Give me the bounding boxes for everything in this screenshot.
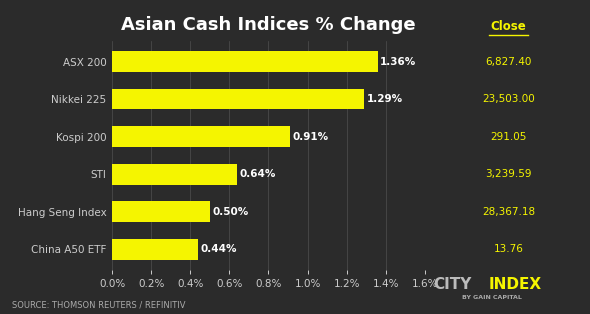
Text: 13.76: 13.76 xyxy=(494,244,523,254)
Text: 0.91%: 0.91% xyxy=(292,132,329,142)
Text: 1.29%: 1.29% xyxy=(366,94,403,104)
Text: 1.36%: 1.36% xyxy=(380,57,417,67)
Text: 291.05: 291.05 xyxy=(490,132,527,142)
Text: BY GAIN CAPITAL: BY GAIN CAPITAL xyxy=(462,295,522,300)
Text: 0.50%: 0.50% xyxy=(212,207,248,217)
Text: 28,367.18: 28,367.18 xyxy=(482,207,535,217)
Bar xyxy=(112,164,237,185)
Title: Asian Cash Indices % Change: Asian Cash Indices % Change xyxy=(121,16,416,34)
Text: SOURCE: THOMSON REUTERS / REFINITIV: SOURCE: THOMSON REUTERS / REFINITIV xyxy=(12,300,185,309)
Text: 3,239.59: 3,239.59 xyxy=(486,169,532,179)
Text: 0.64%: 0.64% xyxy=(240,169,276,179)
Bar xyxy=(112,126,290,147)
Bar xyxy=(112,51,378,72)
Bar xyxy=(112,89,364,110)
Text: INDEX: INDEX xyxy=(489,277,542,292)
Bar xyxy=(112,201,210,222)
Text: 6,827.40: 6,827.40 xyxy=(486,57,532,67)
Bar xyxy=(112,239,198,260)
Text: 0.44%: 0.44% xyxy=(201,244,237,254)
Text: 23,503.00: 23,503.00 xyxy=(482,94,535,104)
Text: CITY: CITY xyxy=(434,277,472,292)
Text: Close: Close xyxy=(491,20,526,33)
